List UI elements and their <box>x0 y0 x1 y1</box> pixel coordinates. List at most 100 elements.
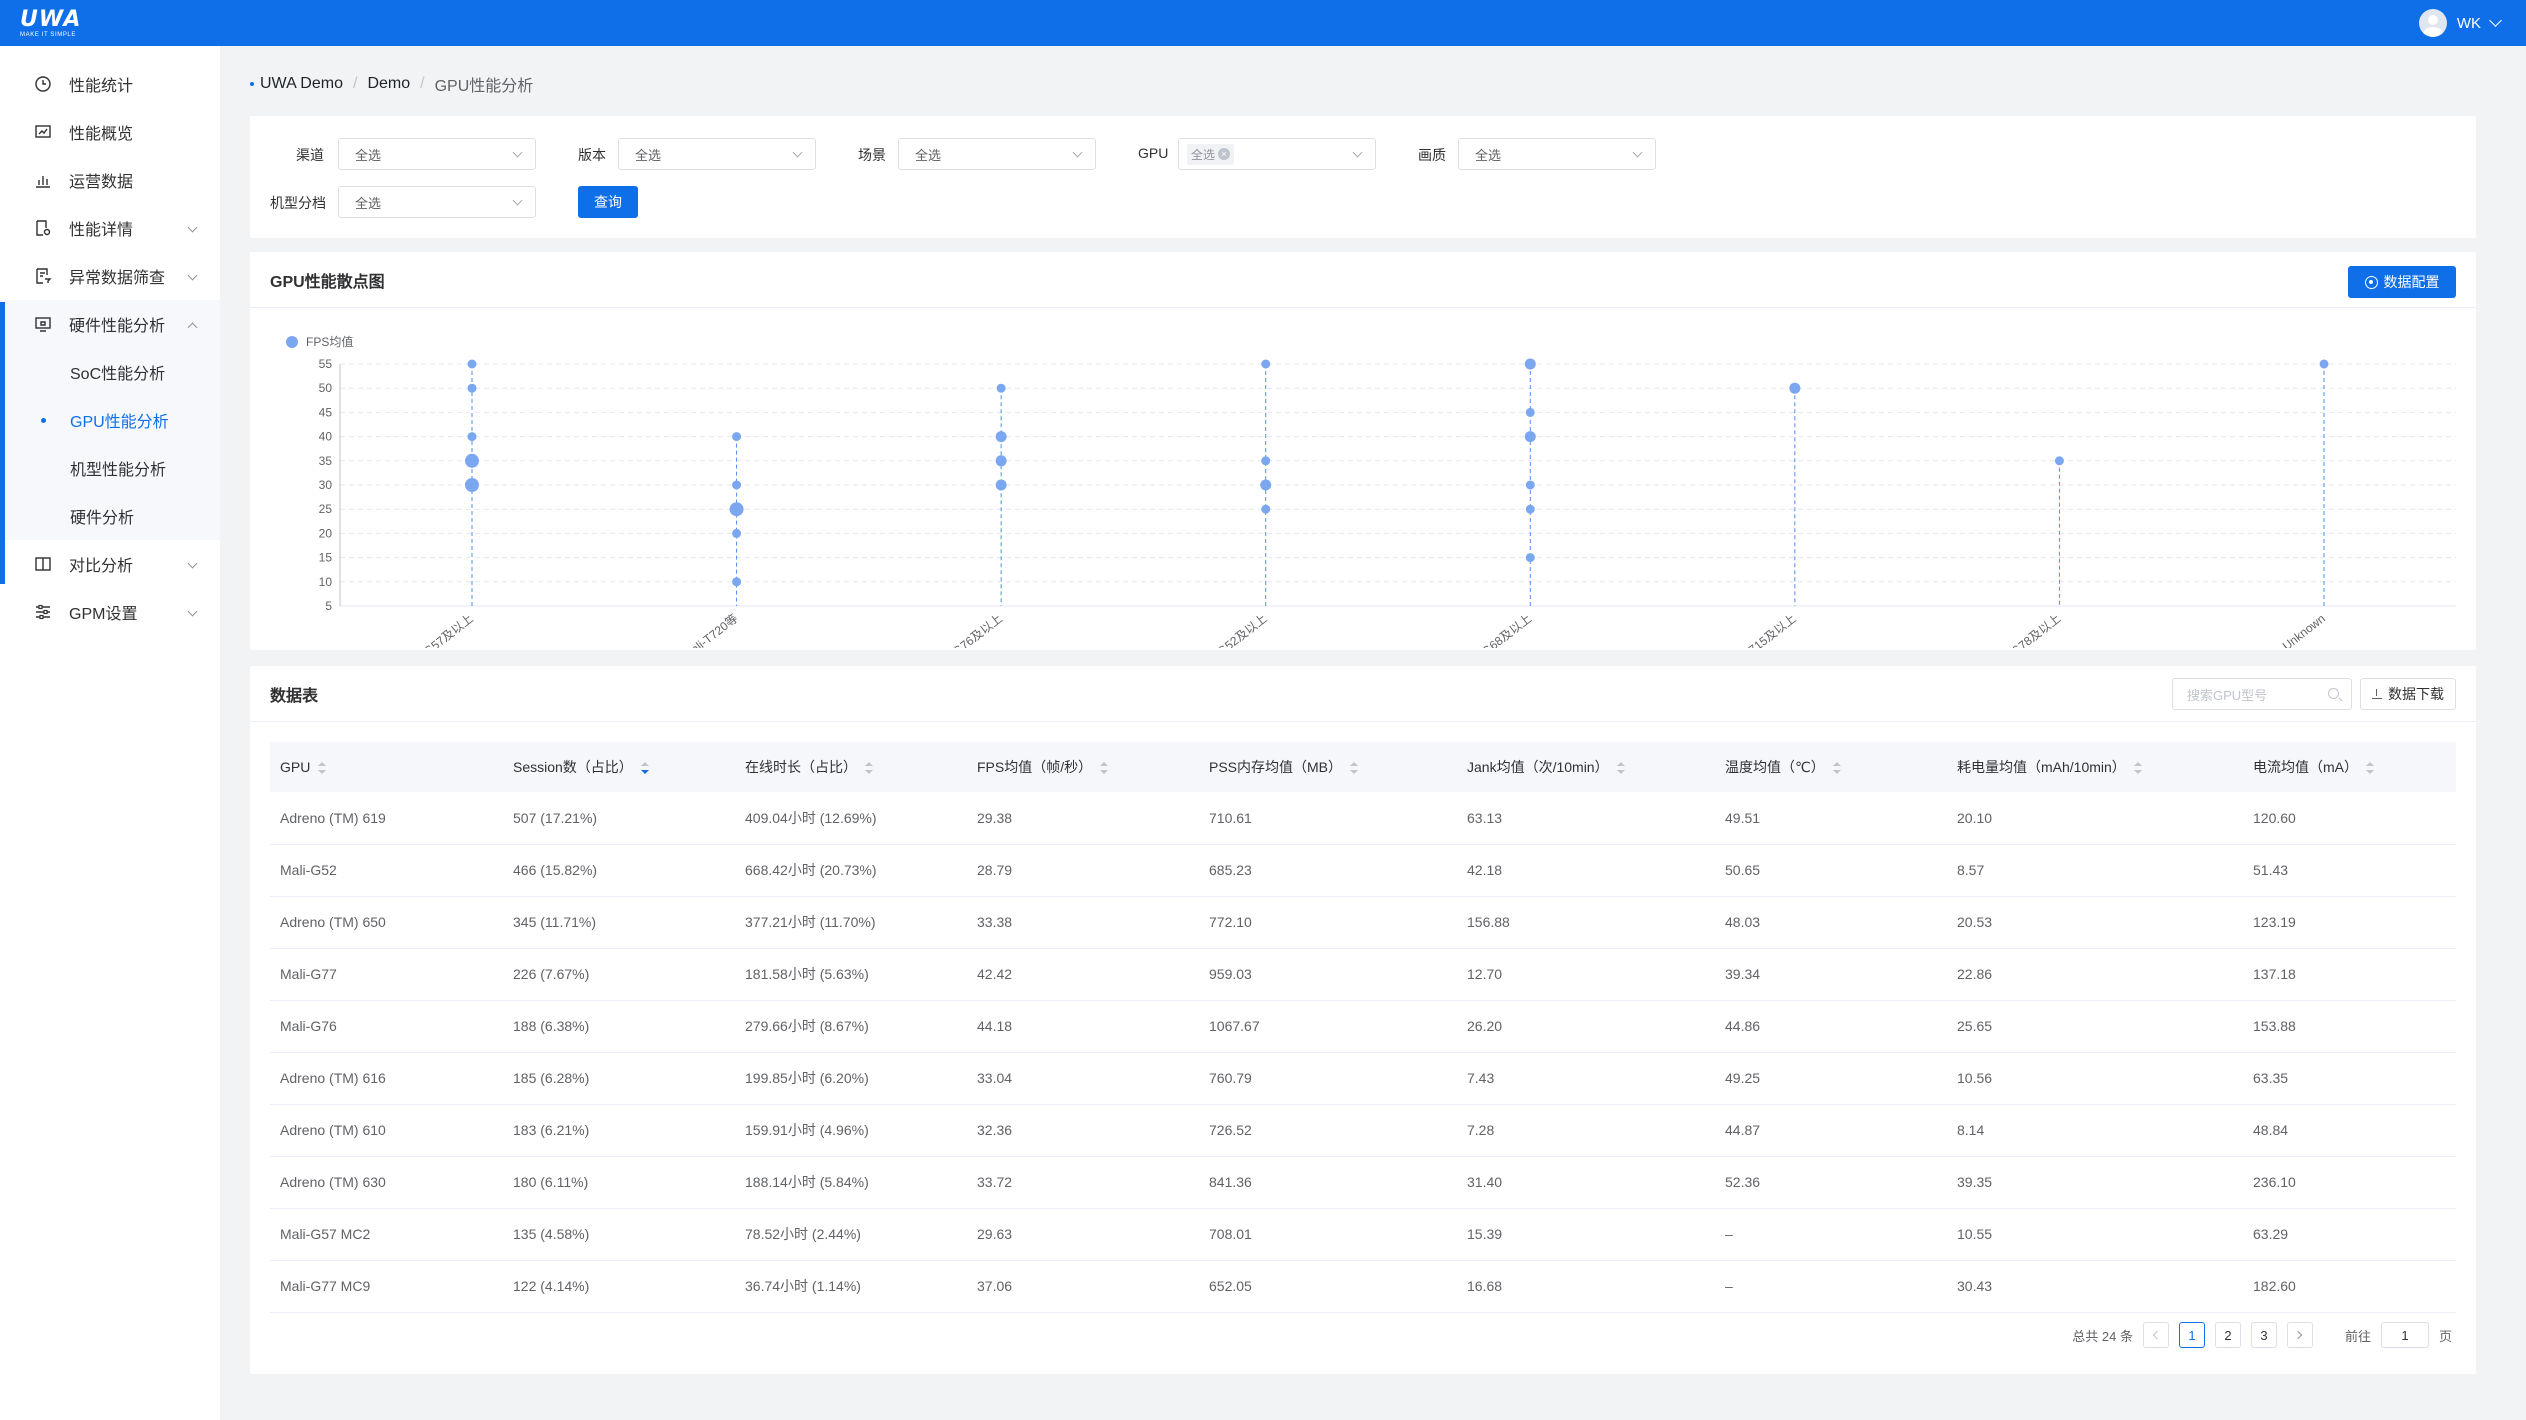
table-row[interactable]: Adreno (TM) 630 180 (6.11%) 188.14小时 (5.84… <box>270 1156 2456 1209</box>
column-header-temperature[interactable]: 温度均值（℃） <box>1715 742 1947 792</box>
table-cell: 29.38 <box>967 792 1199 845</box>
logo-text: UWA <box>20 6 82 32</box>
select-value: 全选 <box>1475 147 1502 163</box>
column-header-gpu[interactable]: GPU <box>270 742 503 792</box>
column-header-online-time[interactable]: 在线时长（占比） <box>735 742 967 792</box>
sidebar-subitem-device-model[interactable]: 机型性能分析 <box>70 462 167 479</box>
search-icon[interactable] <box>2328 688 2339 699</box>
version-select[interactable]: 全选 <box>618 138 816 170</box>
prev-page-button[interactable] <box>2142 1322 2169 1348</box>
sidebar-subitem-soc[interactable]: SoC性能分析 <box>70 366 166 383</box>
scene-select[interactable]: 全选 <box>898 138 1096 170</box>
table-row[interactable]: Mali-G77 MC9 122 (4.14%) 36.74小时 (1.14%) 37… <box>270 1260 2456 1313</box>
column-header-power[interactable]: 耗电量均值（mAh/10min） <box>1947 742 2243 792</box>
scatter-point <box>467 359 477 369</box>
query-button[interactable]: 查询 <box>578 186 638 218</box>
table-cell: 25.65 <box>1947 1000 2243 1053</box>
table-row[interactable]: Adreno (TM) 650 345 (11.71%) 377.21小时 (11.… <box>270 896 2456 949</box>
sort-desc-icon[interactable] <box>640 762 649 775</box>
sidebar-subitem-hardware[interactable]: 硬件分析 <box>70 510 135 527</box>
sort-icon[interactable] <box>1100 762 1109 775</box>
chevron-down-icon <box>1632 147 1643 158</box>
select-value: 全选 <box>915 147 942 163</box>
breadcrumb-item[interactable]: UWA Demo <box>260 75 343 92</box>
sort-icon[interactable] <box>1350 762 1359 775</box>
table-cell: Adreno (TM) 619 <box>270 792 503 845</box>
sort-icon[interactable] <box>865 762 873 775</box>
sidebar-item-perf-detail[interactable]: 性能详情 <box>0 204 220 252</box>
sidebar-item-anomaly-filter[interactable]: 异常数据筛查 <box>0 252 220 300</box>
close-icon[interactable]: × <box>1218 148 1231 160</box>
table-row[interactable]: Mali-G76 188 (6.38%) 279.66小时 (8.67%) 44.18… <box>270 1000 2456 1053</box>
scatter-point <box>1789 382 1801 394</box>
sort-icon[interactable] <box>2366 762 2374 775</box>
next-page-button[interactable] <box>2286 1322 2313 1348</box>
column-header-pss[interactable]: PSS内存均值（MB） <box>1199 742 1457 792</box>
uwa-logo[interactable]: UWA MAKE IT SIMPLE <box>20 6 82 38</box>
gpu-search-input[interactable]: 搜索GPU型号 <box>2172 678 2352 710</box>
sidebar-item-hardware-analysis[interactable]: 硬件性能分析 <box>0 300 220 348</box>
avatar[interactable] <box>2418 9 2447 37</box>
goto-page-input[interactable]: 1 <box>2380 1322 2429 1348</box>
sidebar-item-perf-stats[interactable]: 性能统计 <box>0 60 220 108</box>
chevron-down-icon[interactable] <box>187 606 198 617</box>
sidebar-item-ops-data[interactable]: 运营数据 <box>0 156 220 204</box>
table-cell: 772.10 <box>1199 896 1457 949</box>
table-row[interactable]: Adreno (TM) 619 507 (17.21%) 409.04小时 (12.… <box>270 792 2456 845</box>
chevron-down-icon[interactable] <box>187 270 198 281</box>
gpu-scatter-chart[interactable]: FPS均值 5 10 15 20 25 30 35 40 45 50 55 Adreno 616/Mal… <box>250 308 2476 648</box>
x-tick-label: Adreno 650/Mali-G76及以上 <box>878 611 1005 648</box>
table-cell: 63.29 <box>2243 1208 2456 1261</box>
y-tick-label: 20 <box>319 526 333 540</box>
table-row[interactable]: Adreno (TM) 616 185 (6.28%) 199.85小时 (6.20… <box>270 1052 2456 1105</box>
gpu-select[interactable]: 全选 × <box>1178 138 1376 170</box>
scatter-point <box>467 383 477 393</box>
column-header-session[interactable]: Session数（占比） <box>503 742 735 792</box>
hardware-submenu: SoC性能分析 GPU性能分析 机型性能分析 硬件分析 <box>0 348 220 540</box>
chevron-right-icon <box>2294 1330 2303 1340</box>
tier-select[interactable]: 全选 <box>338 186 536 218</box>
table-row[interactable]: Adreno (TM) 610 183 (6.21%) 159.91小时 (4.96… <box>270 1104 2456 1157</box>
selected-tag[interactable]: 全选 × <box>1187 143 1235 165</box>
page-button-1[interactable]: 1 <box>2178 1322 2205 1348</box>
user-name[interactable]: WK <box>2456 14 2481 32</box>
table-cell: 959.03 <box>1199 948 1457 1001</box>
quality-select[interactable]: 全选 <box>1458 138 1656 170</box>
table-row[interactable]: Mali-G57 MC2 135 (4.58%) 78.52小时 (2.44%) 29… <box>270 1208 2456 1261</box>
table-cell: 32.36 <box>967 1104 1199 1157</box>
column-header-jank[interactable]: Jank均值（次/10min） <box>1457 742 1715 792</box>
table-row[interactable]: Mali-G77 226 (7.67%) 181.58小时 (5.63%) 42.42… <box>270 948 2456 1001</box>
sidebar-item-perf-overview[interactable]: 性能概览 <box>0 108 220 156</box>
chevron-down-icon[interactable] <box>187 558 198 569</box>
filter-label-channel: 渠道 <box>296 147 324 163</box>
sidebar-subitem-gpu[interactable]: GPU性能分析 <box>0 396 220 444</box>
table-cell: 1067.67 <box>1199 1000 1457 1053</box>
chevron-up-icon[interactable] <box>187 322 198 333</box>
channel-select[interactable]: 全选 <box>338 138 536 170</box>
data-config-button[interactable]: 数据配置 <box>2348 266 2456 298</box>
scatter-point <box>2319 359 2329 369</box>
chevron-down-icon[interactable] <box>2489 14 2502 27</box>
page-button-2[interactable]: 2 <box>2214 1322 2241 1348</box>
column-header-fps[interactable]: FPS均值（帧/秒） <box>967 742 1199 792</box>
breadcrumb-item[interactable]: Demo <box>367 75 411 92</box>
sort-icon[interactable] <box>2133 762 2142 775</box>
breadcrumb-dot <box>250 82 254 86</box>
chevron-down-icon[interactable] <box>187 222 198 233</box>
sidebar-item-gpm-settings[interactable]: GPM设置 <box>0 588 220 636</box>
data-download-button[interactable]: 数据下载 <box>2360 678 2456 710</box>
user-menu[interactable]: WK <box>2418 9 2502 37</box>
table-row[interactable]: Mali-G52 466 (15.82%) 668.42小时 (20.73%) 28.… <box>270 844 2456 897</box>
page-button-3[interactable]: 3 <box>2250 1322 2277 1348</box>
sort-icon[interactable] <box>1832 762 1841 775</box>
sort-icon[interactable] <box>318 762 327 775</box>
table-cell: 153.88 <box>2243 1000 2456 1053</box>
table-cell: 507 (17.21%) <box>503 792 735 845</box>
column-header-current[interactable]: 电流均值（mA） <box>2243 742 2456 792</box>
chevron-down-icon <box>512 195 523 206</box>
select-value: 全选 <box>355 147 382 163</box>
sort-icon[interactable] <box>1616 762 1625 775</box>
scatter-point <box>465 478 479 492</box>
hardware-icon <box>34 315 52 333</box>
sidebar-item-compare[interactable]: 对比分析 <box>0 540 220 588</box>
